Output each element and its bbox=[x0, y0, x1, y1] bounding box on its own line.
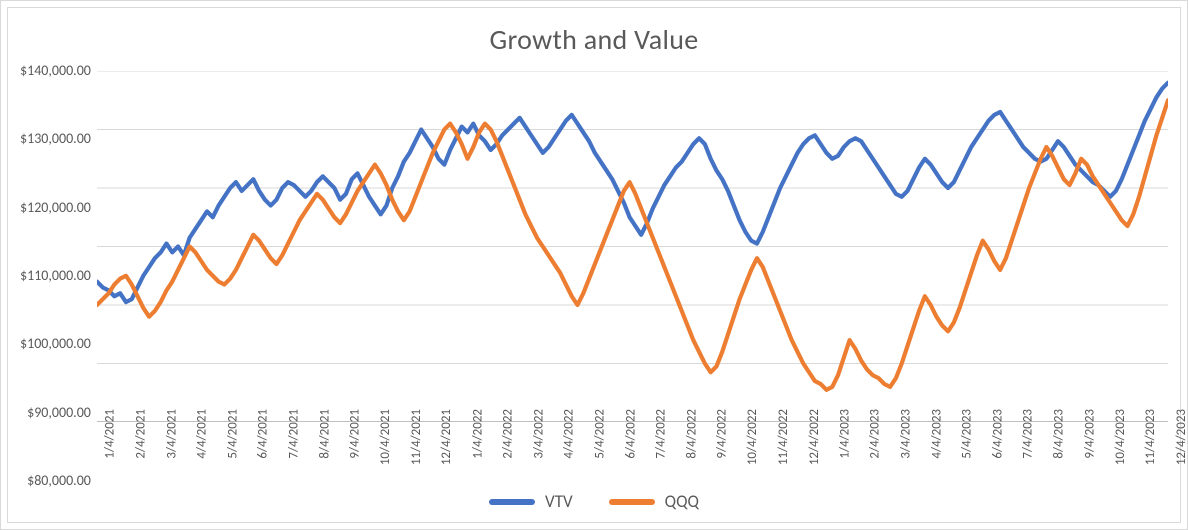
legend-item-qqq: QQQ bbox=[609, 491, 699, 512]
plot-wrap: 1/4/2021 2/4/2021 3/4/2021 4/4/2021 5/4/2021… bbox=[97, 71, 1168, 481]
x-axis-label: 7/4/2023 bbox=[1021, 409, 1036, 459]
plot-row: $140,000.00$130,000.00$120,000.00$110,00… bbox=[20, 71, 1168, 481]
x-axis-label: 8/4/2023 bbox=[1052, 409, 1067, 459]
x-axis-label: 9/4/2023 bbox=[1082, 409, 1097, 459]
x-axis-label: 7/4/2022 bbox=[654, 409, 669, 459]
x-axis-label: 5/4/2021 bbox=[225, 409, 240, 459]
legend-item-vtv: VTV bbox=[489, 491, 573, 512]
x-axis-label: 1/4/2023 bbox=[837, 409, 852, 459]
x-axis-label: 9/4/2021 bbox=[348, 409, 363, 459]
x-axis-label: 4/4/2023 bbox=[929, 409, 944, 459]
legend-swatch bbox=[609, 499, 655, 505]
x-axis-label: 10/4/2023 bbox=[1113, 409, 1128, 465]
y-axis: $140,000.00$130,000.00$120,000.00$110,00… bbox=[20, 71, 97, 481]
legend-label: VTV bbox=[545, 491, 573, 512]
x-axis-label: 2/4/2021 bbox=[134, 409, 149, 459]
plot-area bbox=[97, 71, 1168, 405]
x-axis-label: 2/4/2023 bbox=[868, 409, 883, 459]
x-axis-label: 6/4/2023 bbox=[990, 409, 1005, 459]
x-axis-label: 6/4/2021 bbox=[256, 409, 271, 459]
x-axis: 1/4/2021 2/4/2021 3/4/2021 4/4/2021 5/4/2021… bbox=[97, 409, 1168, 481]
x-axis-label: 5/4/2023 bbox=[960, 409, 975, 459]
legend-swatch bbox=[489, 499, 535, 505]
x-axis-label: 1/4/2021 bbox=[103, 409, 118, 459]
x-axis-label: 11/4/2023 bbox=[1143, 409, 1158, 465]
x-axis-label: 7/4/2021 bbox=[287, 409, 302, 459]
x-axis-label: 2/4/2022 bbox=[501, 409, 516, 459]
chart-inner: Growth and Value $140,000.00$130,000.00$… bbox=[7, 7, 1181, 523]
x-axis-label: 8/4/2021 bbox=[317, 409, 332, 459]
x-axis-label: 3/4/2022 bbox=[531, 409, 546, 459]
x-axis-label: 4/4/2021 bbox=[195, 409, 210, 459]
series-line-qqq bbox=[97, 100, 1168, 390]
x-axis-label: 4/4/2022 bbox=[562, 409, 577, 459]
chart-title: Growth and Value bbox=[20, 22, 1168, 57]
x-axis-label: 12/4/2021 bbox=[440, 409, 455, 465]
x-axis-label: 10/4/2022 bbox=[746, 409, 761, 465]
x-axis-label: 11/4/2021 bbox=[409, 409, 424, 465]
chart-frame: Growth and Value $140,000.00$130,000.00$… bbox=[0, 0, 1188, 530]
legend: VTV QQQ bbox=[20, 491, 1168, 512]
x-axis-label: 3/4/2021 bbox=[164, 409, 179, 459]
x-axis-label: 12/4/2022 bbox=[807, 409, 822, 465]
x-axis-label: 8/4/2022 bbox=[684, 409, 699, 459]
x-axis-label: 10/4/2021 bbox=[378, 409, 393, 465]
x-axis-label: 11/4/2022 bbox=[776, 409, 791, 465]
x-axis-label: 6/4/2022 bbox=[623, 409, 638, 459]
x-axis-label: 1/4/2022 bbox=[470, 409, 485, 459]
legend-label: QQQ bbox=[665, 491, 699, 512]
x-axis-label: 9/4/2022 bbox=[715, 409, 730, 459]
x-axis-label: 12/4/2023 bbox=[1174, 409, 1188, 465]
x-axis-label: 3/4/2023 bbox=[899, 409, 914, 459]
x-axis-label: 5/4/2022 bbox=[593, 409, 608, 459]
